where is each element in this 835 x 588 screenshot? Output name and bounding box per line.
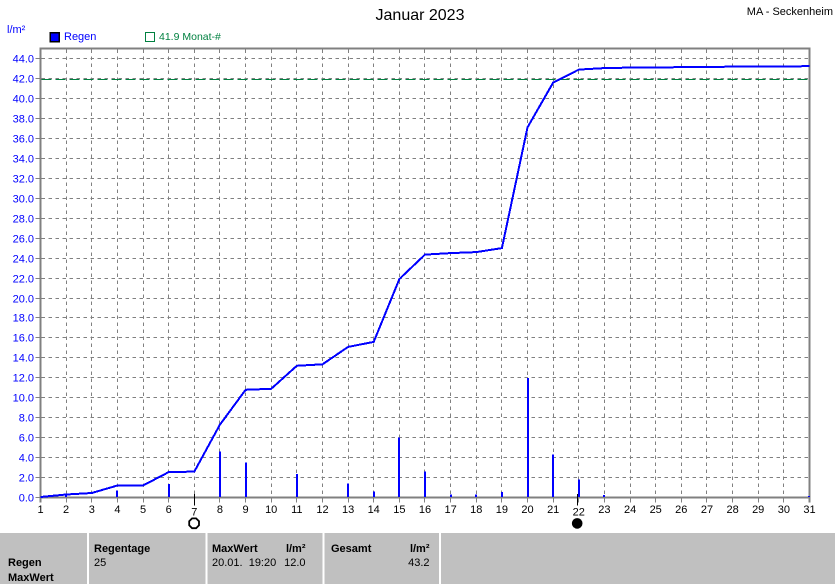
svg-text:2: 2 bbox=[63, 504, 69, 516]
svg-text:14.0: 14.0 bbox=[13, 353, 34, 365]
svg-text:20.01. 19:20: 20.01. 19:20 bbox=[212, 557, 276, 569]
svg-text:12.0: 12.0 bbox=[284, 557, 305, 569]
svg-text:l/m²: l/m² bbox=[286, 543, 306, 555]
svg-text:MaxWert: MaxWert bbox=[212, 543, 258, 555]
svg-text:23: 23 bbox=[598, 504, 610, 516]
svg-text:10: 10 bbox=[265, 504, 277, 516]
svg-text:40.0: 40.0 bbox=[13, 94, 34, 106]
svg-text:19: 19 bbox=[496, 504, 508, 516]
svg-text:32.0: 32.0 bbox=[13, 174, 34, 186]
svg-text:18.0: 18.0 bbox=[13, 313, 34, 325]
svg-text:20.0: 20.0 bbox=[13, 294, 34, 306]
svg-text:Regen: Regen bbox=[64, 31, 96, 43]
svg-text:29: 29 bbox=[752, 504, 764, 516]
svg-text:Januar 2023: Januar 2023 bbox=[376, 7, 465, 24]
svg-text:22: 22 bbox=[573, 507, 585, 519]
svg-text:24: 24 bbox=[624, 504, 636, 516]
svg-text:34.0: 34.0 bbox=[13, 154, 34, 166]
svg-text:8: 8 bbox=[217, 504, 223, 516]
svg-text:MA - Seckenheim: MA - Seckenheim bbox=[747, 6, 833, 18]
svg-text:28: 28 bbox=[726, 504, 738, 516]
svg-text:14: 14 bbox=[368, 504, 380, 516]
svg-text:16.0: 16.0 bbox=[13, 333, 34, 345]
svg-text:12: 12 bbox=[316, 504, 328, 516]
svg-text:41.9 Monat-#: 41.9 Monat-# bbox=[159, 31, 221, 43]
svg-text:l/m²: l/m² bbox=[7, 24, 26, 36]
svg-text:31: 31 bbox=[803, 504, 815, 516]
svg-text:12.0: 12.0 bbox=[13, 373, 34, 385]
svg-text:MaxWert: MaxWert bbox=[8, 572, 54, 584]
svg-text:0.0: 0.0 bbox=[19, 493, 34, 505]
svg-text:30: 30 bbox=[778, 504, 790, 516]
svg-text:27: 27 bbox=[701, 504, 713, 516]
svg-text:l/m²: l/m² bbox=[410, 543, 430, 555]
svg-text:26: 26 bbox=[675, 504, 687, 516]
svg-text:17: 17 bbox=[444, 504, 456, 516]
svg-text:7: 7 bbox=[191, 507, 197, 519]
svg-text:25: 25 bbox=[650, 504, 662, 516]
svg-text:6: 6 bbox=[166, 504, 172, 516]
svg-text:9: 9 bbox=[243, 504, 249, 516]
svg-text:8.0: 8.0 bbox=[19, 413, 34, 425]
svg-text:42.0: 42.0 bbox=[13, 74, 34, 86]
svg-text:44.0: 44.0 bbox=[13, 54, 34, 66]
svg-text:26.0: 26.0 bbox=[13, 234, 34, 246]
svg-text:4.0: 4.0 bbox=[19, 453, 34, 465]
svg-text:28.0: 28.0 bbox=[13, 214, 34, 226]
svg-text:4: 4 bbox=[114, 504, 120, 516]
svg-text:30.0: 30.0 bbox=[13, 194, 34, 206]
svg-text:13: 13 bbox=[342, 504, 354, 516]
svg-text:18: 18 bbox=[470, 504, 482, 516]
svg-text:20: 20 bbox=[521, 504, 533, 516]
svg-text:43.2: 43.2 bbox=[408, 557, 429, 569]
svg-text:36.0: 36.0 bbox=[13, 134, 34, 146]
svg-text:1: 1 bbox=[37, 504, 43, 516]
svg-text:15: 15 bbox=[393, 504, 405, 516]
svg-text:Gesamt: Gesamt bbox=[331, 543, 372, 555]
svg-text:21: 21 bbox=[547, 504, 559, 516]
svg-text:Regentage: Regentage bbox=[94, 543, 150, 555]
svg-text:2.0: 2.0 bbox=[19, 473, 34, 485]
svg-text:Regen: Regen bbox=[8, 557, 42, 569]
svg-text:22.0: 22.0 bbox=[13, 274, 34, 286]
svg-text:25: 25 bbox=[94, 557, 106, 569]
svg-text:24.0: 24.0 bbox=[13, 254, 34, 266]
svg-text:38.0: 38.0 bbox=[13, 114, 34, 126]
svg-text:6.0: 6.0 bbox=[19, 433, 34, 445]
svg-text:16: 16 bbox=[419, 504, 431, 516]
svg-text:5: 5 bbox=[140, 504, 146, 516]
svg-text:10.0: 10.0 bbox=[13, 393, 34, 405]
svg-text:3: 3 bbox=[89, 504, 95, 516]
svg-text:11: 11 bbox=[291, 504, 302, 516]
